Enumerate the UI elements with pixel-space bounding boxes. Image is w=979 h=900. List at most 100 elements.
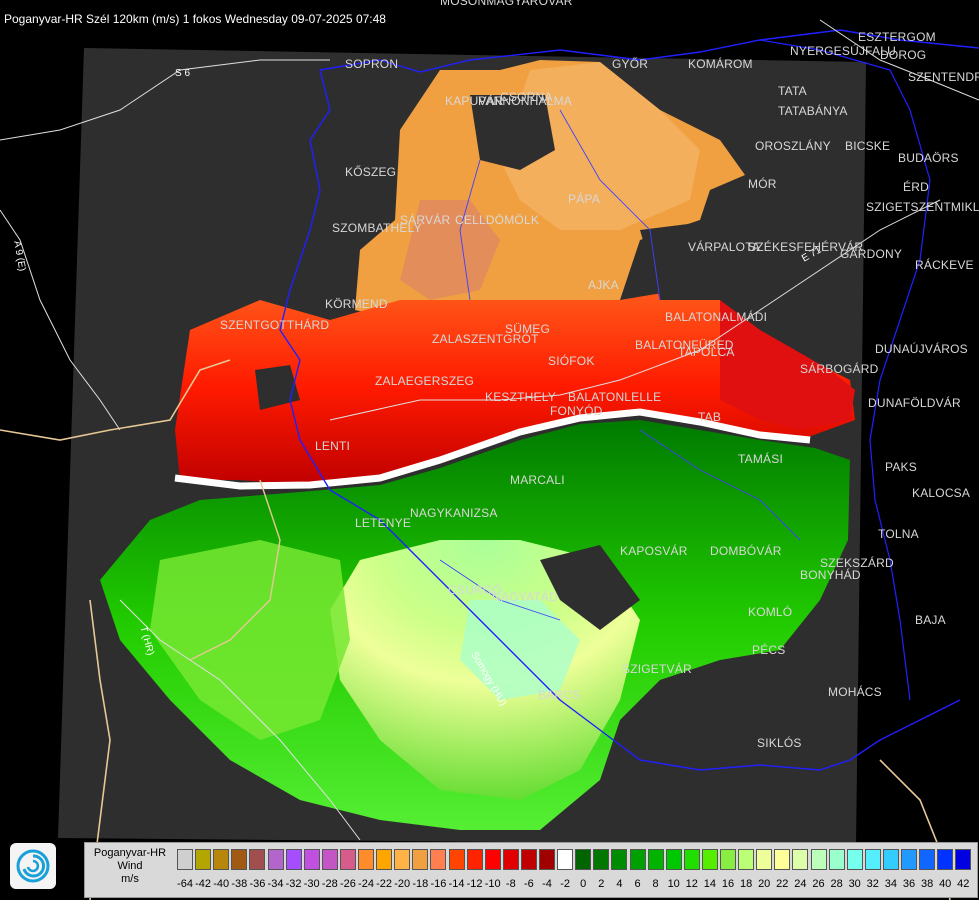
place-label: TAMÁSI	[738, 452, 783, 466]
echo-orange-light	[500, 62, 700, 230]
legend-swatch	[520, 849, 537, 870]
legend-swatch	[358, 849, 374, 870]
legend-tick-label: 34	[884, 878, 898, 890]
legend-tick-label: -30	[303, 878, 320, 890]
legend-swatch	[376, 849, 393, 870]
legend-tick-label: -24	[358, 878, 374, 890]
place-label: TATABÁNYA	[778, 104, 848, 118]
place-label: BAJA	[915, 613, 946, 627]
border-hu-at	[279, 69, 331, 361]
legend-title-unit: m/s	[121, 873, 139, 885]
legend-tick-label: -42	[195, 878, 212, 890]
legend-swatch	[321, 849, 338, 870]
echo-lime-west	[150, 540, 350, 740]
place-label: CSURGÓ	[448, 583, 502, 597]
gap-southeast	[540, 545, 640, 630]
radar-logo	[10, 843, 56, 889]
legend-swatch	[864, 849, 881, 870]
legend-tick-label: 16	[721, 878, 735, 890]
road-a9	[0, 209, 121, 431]
legend-tick-label: 2	[598, 878, 605, 890]
legend-tick-label: -2	[560, 878, 570, 890]
place-label: SIKLÓS	[757, 736, 802, 750]
place-label: BALATONFÜRED	[635, 338, 734, 352]
echo-cyan	[460, 600, 580, 700]
legend-tick-label: 24	[794, 878, 807, 890]
legend-swatch	[647, 849, 664, 870]
legend-tick-label: -28	[321, 878, 338, 890]
place-label: BARCS	[538, 688, 581, 702]
legend-swatch	[593, 849, 610, 870]
place-label: MOHÁCS	[828, 685, 882, 699]
legend-tick-label: -36	[249, 878, 266, 890]
place-label: TOLNA	[878, 527, 919, 541]
map-title: Poganyvar-HR Szél 120km (m/s) 1 fokos We…	[4, 12, 386, 26]
legend-swatch	[448, 849, 465, 870]
legend-tick-label: 6	[634, 878, 641, 890]
legend-title-quantity: Wind	[117, 860, 143, 872]
place-label: PAKS	[885, 460, 917, 474]
legend-swatch	[539, 849, 555, 870]
echo-pinkish	[400, 200, 500, 300]
place-label: SZENTENDRE	[908, 70, 979, 84]
legend-tick-label: 8	[652, 878, 659, 890]
place-label: SÁRBOGÁRD	[800, 362, 879, 376]
place-label: KÖRMEND	[325, 297, 388, 311]
legend-swatch	[231, 849, 248, 870]
road-southwest	[119, 599, 361, 841]
legend-tick-label: -40	[213, 878, 230, 890]
legend-swatch	[466, 849, 483, 870]
place-label: KOMÁROM	[688, 57, 753, 71]
legend-swatch	[502, 849, 519, 870]
legend-swatch	[267, 849, 284, 870]
legend-tick-label: -12	[466, 878, 483, 890]
swirl-logo-icon	[16, 849, 50, 883]
place-label: AJKA	[588, 278, 619, 292]
top-edge-place-label: MOSONMAGYAROVAR	[440, 0, 573, 8]
place-label: TAB	[698, 410, 722, 424]
place-label: KALOCSA	[912, 486, 971, 500]
place-label: SÁRVÁR	[400, 213, 451, 227]
road-m7	[329, 199, 941, 421]
legend-tick-label: 30	[848, 878, 861, 890]
county-lines	[439, 109, 801, 621]
place-label: MÓR	[748, 177, 777, 191]
place-label: SÜMEG	[505, 322, 551, 336]
legend-swatch	[394, 849, 411, 870]
legend-swatch	[701, 849, 718, 870]
legend-tick-label: -22	[376, 878, 393, 890]
place-label: SIÓFOK	[548, 354, 595, 368]
legend-title: Poganyvar-HR Wind m/s	[87, 847, 173, 886]
legend-tick-label: 14	[703, 878, 717, 890]
place-label: PÁPA	[568, 192, 600, 206]
echo-red-east	[720, 300, 855, 430]
legend-swatch	[557, 849, 574, 870]
place-label: ZALAEGERSZEG	[375, 374, 475, 388]
legend-tick-label: -32	[285, 878, 302, 890]
legend-swatch	[756, 849, 773, 870]
legend-swatch	[339, 849, 356, 870]
legend-swatch	[611, 849, 628, 870]
legend-tick-label: 40	[939, 878, 952, 890]
legend-swatch	[810, 849, 827, 870]
legend-tick-label: -26	[339, 878, 356, 890]
legend-tick-label: -8	[505, 878, 516, 890]
place-label: ESZTERGOM	[858, 30, 936, 44]
legend-swatch	[828, 849, 845, 870]
legend-swatch	[720, 849, 736, 870]
gap-north	[470, 95, 555, 170]
place-label: SZIGETVÁR	[622, 662, 692, 676]
legend-tick-label: -4	[542, 878, 552, 890]
legend-title-station: Poganyvar-HR	[93, 847, 167, 859]
legend-tick-label: 28	[830, 878, 843, 890]
wind-legend: Poganyvar-HR Wind m/s -64 -42 -40 -38 -36 -34…	[84, 842, 978, 898]
legend-tick-label: -18	[412, 878, 429, 890]
place-label: TAPOLCA	[678, 345, 735, 359]
place-label: SZIGETSZENTMIKLÓS	[866, 200, 979, 214]
legend-tick-label: -6	[524, 878, 534, 890]
place-label: ÉRD	[903, 180, 929, 194]
legend-swatch	[195, 849, 212, 870]
road-west	[0, 59, 330, 141]
place-label: DOMBÓVÁR	[710, 544, 782, 558]
legend-tick-label: -34	[267, 878, 284, 890]
